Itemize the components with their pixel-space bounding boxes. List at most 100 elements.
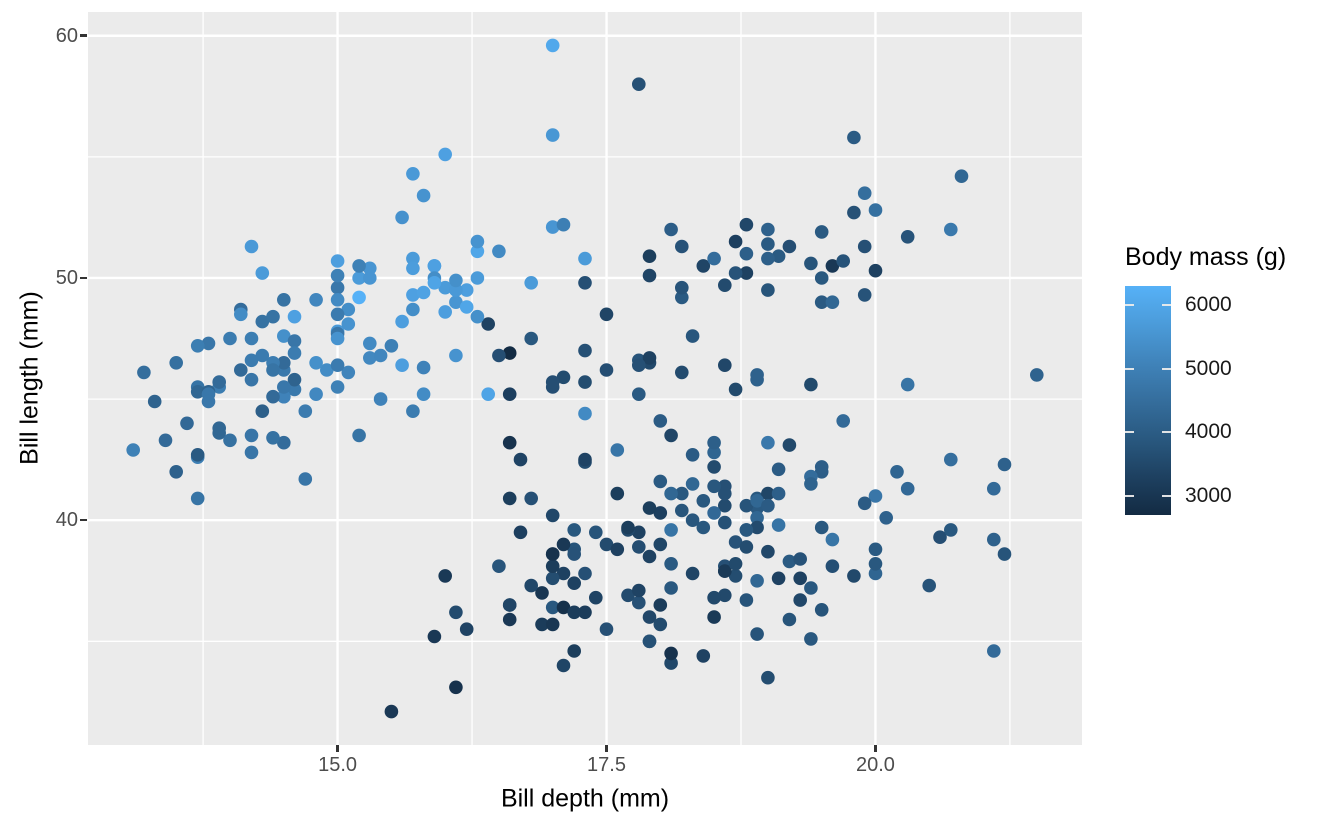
data-point (868, 542, 883, 557)
data-point (599, 307, 614, 322)
data-point (642, 351, 657, 365)
legend-tick-label: 6000 (1185, 293, 1232, 317)
data-point (578, 276, 592, 290)
data-point (707, 479, 721, 494)
data-point (277, 380, 291, 394)
data-point (406, 302, 420, 317)
data-point (632, 540, 646, 554)
data-point (761, 435, 775, 450)
data-point (761, 498, 775, 513)
y-tick-label: 40 (55, 509, 78, 532)
data-point (449, 273, 463, 288)
data-point (137, 365, 151, 380)
data-point (363, 261, 377, 276)
data-point (352, 259, 366, 273)
data-point (718, 498, 732, 513)
data-point (363, 271, 377, 285)
data-point (567, 644, 581, 658)
data-point (750, 511, 764, 525)
data-point (642, 249, 657, 263)
data-point (728, 234, 743, 249)
data-point (545, 600, 560, 615)
data-point (190, 339, 205, 353)
data-point (255, 266, 270, 280)
data-point (685, 448, 700, 462)
data-point (255, 314, 270, 329)
x-tick-label: 15.0 (318, 754, 358, 776)
data-point (502, 346, 517, 360)
data-point (459, 622, 474, 636)
data-point (545, 617, 560, 632)
data-point (739, 593, 754, 607)
data-point (814, 520, 829, 535)
data-point (761, 544, 775, 559)
data-point (868, 263, 883, 278)
data-point (449, 348, 463, 363)
x-tick-mark (605, 745, 608, 752)
data-point (341, 365, 356, 380)
data-point (728, 557, 743, 571)
data-point (190, 385, 205, 399)
data-point (126, 443, 140, 457)
data-point (449, 295, 463, 310)
data-point (545, 220, 560, 234)
data-point (180, 416, 194, 431)
data-point (427, 259, 442, 273)
data-point (707, 251, 721, 266)
data-point (212, 421, 226, 436)
data-point (556, 658, 571, 673)
data-point (470, 234, 485, 249)
data-point (664, 656, 678, 670)
data-point (545, 571, 560, 586)
data-point (535, 586, 549, 600)
data-point (363, 336, 377, 351)
data-point (1030, 368, 1044, 382)
data-point (234, 307, 248, 322)
data-point (556, 217, 571, 232)
data-point (771, 462, 786, 477)
data-point (169, 465, 183, 479)
data-point (255, 404, 270, 419)
data-point (502, 435, 517, 450)
data-point (578, 406, 592, 421)
data-point (707, 610, 721, 624)
data-point (578, 605, 592, 620)
data-point (395, 314, 409, 329)
data-point (664, 557, 678, 571)
data-point (438, 147, 453, 162)
data-point (653, 474, 668, 489)
data-point (825, 532, 840, 547)
data-point (599, 622, 614, 636)
data-point (707, 445, 721, 460)
data-point (696, 259, 711, 273)
data-point (287, 309, 302, 324)
data-point (836, 414, 850, 428)
data-point (330, 307, 345, 322)
data-point (793, 593, 807, 607)
data-point (675, 290, 689, 305)
x-tick-mark (336, 745, 339, 752)
y-tick-mark (80, 276, 87, 280)
data-point (750, 520, 764, 535)
data-point (244, 445, 259, 460)
data-point (567, 523, 581, 537)
data-point (212, 375, 226, 389)
data-point (728, 569, 743, 583)
data-point (632, 595, 646, 610)
data-point (277, 389, 291, 404)
data-point (266, 363, 280, 377)
data-point (330, 254, 345, 268)
data-point (201, 336, 216, 351)
data-point (836, 254, 850, 268)
data-point (320, 363, 334, 377)
data-point (384, 339, 399, 353)
data-point (632, 387, 646, 402)
data-point (761, 251, 775, 266)
data-point (696, 520, 711, 535)
data-point (664, 646, 678, 661)
data-point (330, 280, 345, 295)
data-point (696, 649, 711, 663)
legend-tick (1125, 367, 1134, 370)
data-point (298, 404, 313, 419)
